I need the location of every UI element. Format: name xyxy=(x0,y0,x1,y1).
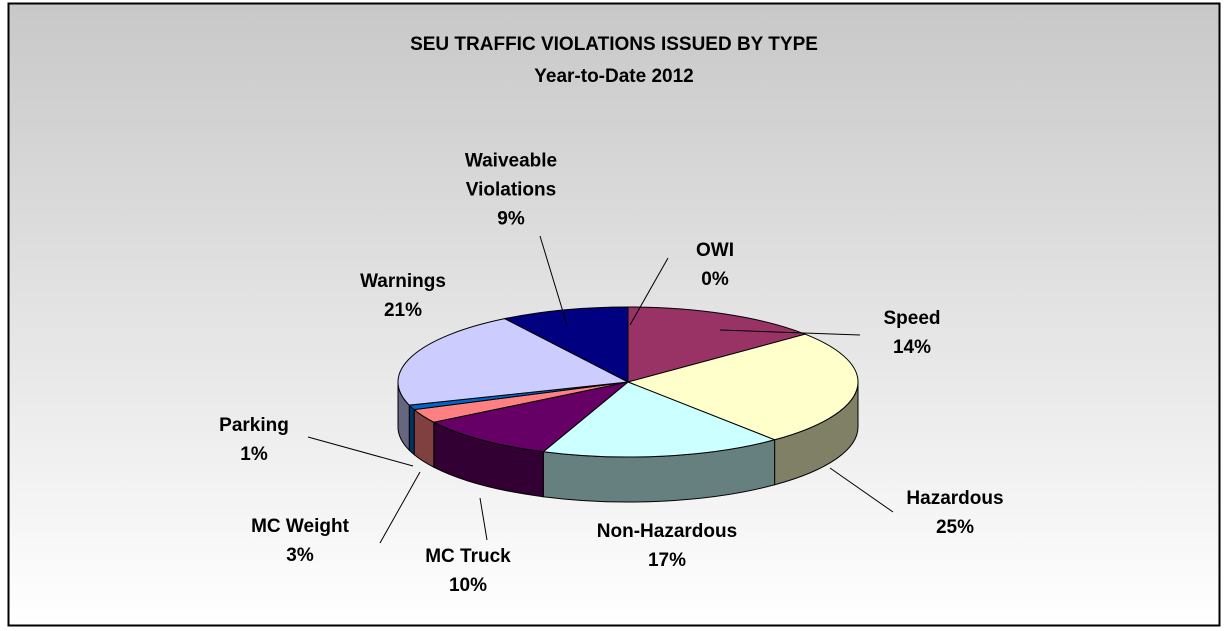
category-label: Non-Hazardous xyxy=(596,521,738,542)
pie-slice xyxy=(503,306,629,383)
category-label: OWI xyxy=(696,240,734,261)
pie-slice xyxy=(542,381,777,458)
value-label: 3% xyxy=(286,545,314,566)
value-label: 25% xyxy=(935,517,975,538)
chart-subtitle: Year-to-Date 2012 xyxy=(534,66,694,87)
chart-title: SEU TRAFFIC VIOLATIONS ISSUED BY TYPE xyxy=(410,34,818,55)
value-label: 9% xyxy=(497,208,525,230)
leader-line xyxy=(307,436,414,467)
value-label: 10% xyxy=(448,575,488,596)
slice-label: Hazardous 25% xyxy=(906,484,1003,542)
value-label: 1% xyxy=(240,444,268,465)
slice-label: Non-Hazardous 17% xyxy=(597,517,737,575)
pie-slice xyxy=(626,333,859,441)
value-label: 21% xyxy=(383,300,423,321)
pie-slice xyxy=(432,381,629,453)
category-label: Hazardous xyxy=(906,488,1004,509)
category-label: Waiveable Violations xyxy=(464,150,558,201)
slice-label: Parking 1% xyxy=(219,411,289,469)
leader-line xyxy=(829,467,894,513)
leader-line xyxy=(719,329,861,336)
category-label: MC Truck xyxy=(425,546,511,567)
category-label: Speed xyxy=(883,308,941,329)
leader-line xyxy=(539,235,568,326)
value-label: 14% xyxy=(892,337,932,358)
value-label: 17% xyxy=(647,550,687,571)
slice-label: OWI 0% xyxy=(696,236,734,294)
slice-label: Warnings 21% xyxy=(360,267,446,325)
category-label: MC Weight xyxy=(251,516,349,537)
pie-slice xyxy=(397,318,630,406)
slice-label: MC Truck 10% xyxy=(425,542,511,600)
pie-slice-side xyxy=(408,403,415,456)
category-label: Parking xyxy=(219,415,289,436)
pie-slice xyxy=(627,306,807,383)
slice-label: Speed 14% xyxy=(883,304,940,362)
value-label: 0% xyxy=(701,269,729,290)
leader-line xyxy=(379,471,421,544)
category-label: Warnings xyxy=(360,271,446,292)
leader-line xyxy=(629,257,669,326)
leader-line xyxy=(479,497,488,541)
slice-label: Waiveable Violations 9% xyxy=(446,147,576,234)
pie xyxy=(307,235,894,544)
slice-label: MC Weight 3% xyxy=(251,512,349,570)
